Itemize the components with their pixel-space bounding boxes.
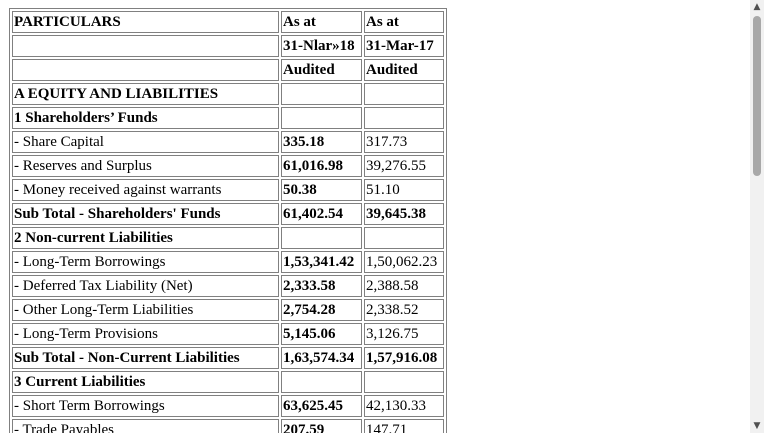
particulars-cell: - Trade Payables (12, 419, 279, 433)
table-row: PARTICULARS As at As at (12, 11, 444, 33)
table-row: - Long-Term Provisions 5,145.06 3,126.75 (12, 323, 444, 345)
as-at-2017-cell: 1,50,062.23 (364, 251, 444, 273)
table-row: - Money received against warrants 50.38 51… (12, 179, 444, 201)
particulars-cell: - Reserves and Surplus (12, 155, 279, 177)
as-at-2018-cell: 1,63,574.34 (281, 347, 362, 369)
as-at-2017-cell: 3,126.75 (364, 323, 444, 345)
particulars-cell: - Other Long-Term Liabilities (12, 299, 279, 321)
table-row: Audited Audited (12, 59, 444, 81)
as-at-2017-cell (364, 107, 444, 129)
as-at-2018-cell: 1,53,341.42 (281, 251, 362, 273)
as-at-2018-cell (281, 83, 362, 105)
as-at-2017-cell: 317.73 (364, 131, 444, 153)
as-at-2017-cell (364, 227, 444, 249)
as-at-2017-cell: As at (364, 11, 444, 33)
as-at-2017-cell: 51.10 (364, 179, 444, 201)
as-at-2017-cell: 31-Mar-17 (364, 35, 444, 57)
table-row: - Share Capital 335.18 317.73 (12, 131, 444, 153)
particulars-cell: 1 Shareholders’ Funds (12, 107, 279, 129)
as-at-2017-cell: 39,276.55 (364, 155, 444, 177)
particulars-cell: - Share Capital (12, 131, 279, 153)
as-at-2018-cell: 31-Nlar»18 (281, 35, 362, 57)
scroll-down-icon[interactable]: ▼ (753, 421, 761, 431)
table-row: - Reserves and Surplus 61,016.98 39,276.55 (12, 155, 444, 177)
as-at-2018-cell: 61,402.54 (281, 203, 362, 225)
as-at-2018-cell: 63,625.45 (281, 395, 362, 417)
balance-sheet-table: PARTICULARS As at As at 31-Nlar»18 31-Mar-17… (9, 8, 447, 433)
as-at-2018-cell (281, 371, 362, 393)
vertical-scrollbar[interactable]: ▲ ▼ (750, 0, 764, 433)
table-row: 2 Non-current Liabilities (12, 227, 444, 249)
as-at-2017-cell: Audited (364, 59, 444, 81)
as-at-2018-cell: 5,145.06 (281, 323, 362, 345)
scrollbar-thumb[interactable] (753, 16, 761, 176)
table-body: PARTICULARS As at As at 31-Nlar»18 31-Mar-17… (12, 11, 444, 433)
table-row: - Short Term Borrowings 63,625.45 42,130.3… (12, 395, 444, 417)
table-row: - Deferred Tax Liability (Net) 2,333.58 2,… (12, 275, 444, 297)
as-at-2017-cell: 1,57,916.08 (364, 347, 444, 369)
as-at-2018-cell: Audited (281, 59, 362, 81)
particulars-cell: Sub Total - Shareholders' Funds (12, 203, 279, 225)
scroll-up-icon[interactable]: ▲ (753, 2, 761, 12)
particulars-cell: - Short Term Borrowings (12, 395, 279, 417)
particulars-cell (12, 59, 279, 81)
as-at-2018-cell: 335.18 (281, 131, 362, 153)
as-at-2017-cell (364, 83, 444, 105)
as-at-2018-cell: 61,016.98 (281, 155, 362, 177)
as-at-2017-cell: 42,130.33 (364, 395, 444, 417)
as-at-2017-cell (364, 371, 444, 393)
particulars-cell: 3 Current Liabilities (12, 371, 279, 393)
as-at-2017-cell: 39,645.38 (364, 203, 444, 225)
as-at-2017-cell: 2,388.58 (364, 275, 444, 297)
table-row: 1 Shareholders’ Funds (12, 107, 444, 129)
particulars-cell: - Long-Term Borrowings (12, 251, 279, 273)
table-row: Sub Total - Non-Current Liabilities 1,63,… (12, 347, 444, 369)
table-row: 3 Current Liabilities (12, 371, 444, 393)
table-row: Sub Total - Shareholders' Funds 61,402.54… (12, 203, 444, 225)
as-at-2018-cell: 207.59 (281, 419, 362, 433)
particulars-cell: - Deferred Tax Liability (Net) (12, 275, 279, 297)
as-at-2018-cell: As at (281, 11, 362, 33)
as-at-2018-cell (281, 227, 362, 249)
particulars-cell: - Money received against warrants (12, 179, 279, 201)
particulars-cell: PARTICULARS (12, 11, 279, 33)
particulars-cell: - Long-Term Provisions (12, 323, 279, 345)
as-at-2018-cell: 2,754.28 (281, 299, 362, 321)
particulars-cell: 2 Non-current Liabilities (12, 227, 279, 249)
table-row: 31-Nlar»18 31-Mar-17 (12, 35, 444, 57)
as-at-2018-cell (281, 107, 362, 129)
table-row: A EQUITY AND LIABILITIES (12, 83, 444, 105)
table-row: - Other Long-Term Liabilities 2,754.28 2,3… (12, 299, 444, 321)
as-at-2017-cell: 2,338.52 (364, 299, 444, 321)
particulars-cell (12, 35, 279, 57)
particulars-cell: A EQUITY AND LIABILITIES (12, 83, 279, 105)
as-at-2017-cell: 147.71 (364, 419, 444, 433)
as-at-2018-cell: 50.38 (281, 179, 362, 201)
particulars-cell: Sub Total - Non-Current Liabilities (12, 347, 279, 369)
as-at-2018-cell: 2,333.58 (281, 275, 362, 297)
table-row: - Long-Term Borrowings 1,53,341.42 1,50,06… (12, 251, 444, 273)
table-row: - Trade Payables 207.59 147.71 (12, 419, 444, 433)
